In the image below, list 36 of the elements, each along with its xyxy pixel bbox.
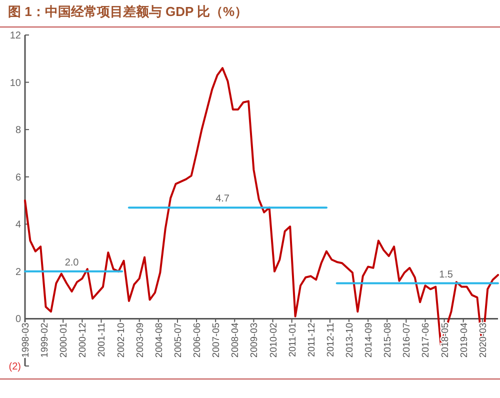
x-tick-label: 2017-06 (420, 322, 432, 358)
x-tick-label: 2011-12 (306, 322, 318, 357)
x-tick-label: 2003-09 (134, 322, 146, 358)
y-tick-label: 8 (15, 125, 22, 136)
x-tick-label: 2011-01 (287, 322, 298, 357)
x-tick-label: 2014-09 (364, 322, 375, 358)
chart-title: 图 1：中国经常项目差额与 GDP 比（%） (8, 4, 248, 19)
y-tick-label: 2 (15, 266, 22, 278)
x-tick-label: 2004-08 (154, 322, 165, 358)
y-tick-label: (2) (8, 362, 21, 372)
x-tick-label: 1999-02 (40, 322, 51, 358)
y-tick-label: 6 (15, 172, 22, 184)
y-tick-label: 12 (10, 30, 22, 42)
x-tick-label: 2000-01 (58, 322, 70, 358)
x-tick-label: 2002-10 (116, 322, 127, 358)
x-tick-label: 2008-04 (230, 322, 242, 358)
x-tick-label: 2006-06 (192, 322, 204, 358)
y-tick-label: 4 (15, 220, 22, 231)
x-tick-label: 2001-11 (96, 322, 108, 357)
x-tick-label: 2000-12 (78, 322, 89, 358)
x-tick-label: 2018-05 (440, 322, 451, 358)
x-tick-label: 2013-10 (344, 322, 356, 358)
x-tick-label: 2010-02 (268, 322, 280, 358)
x-tick-label: 2015-08 (382, 322, 394, 358)
y-tick-label: 0 (15, 314, 22, 326)
annotation: 4.7 (216, 194, 230, 205)
annotation: 1.5 (439, 269, 454, 280)
annotation: 2.0 (64, 257, 80, 268)
y-tick-label: 10 (10, 78, 22, 89)
x-tick-label: 2016-07 (402, 322, 413, 358)
x-tick-label: 2012-11 (325, 322, 336, 357)
x-tick-label: 2007-05 (211, 322, 222, 358)
x-tick-label: 2005-07 (172, 322, 184, 358)
x-tick-label: 2020-03 (478, 322, 489, 358)
x-tick-label: 2019-04 (458, 322, 470, 358)
x-tick-label: 2009-03 (249, 322, 260, 358)
